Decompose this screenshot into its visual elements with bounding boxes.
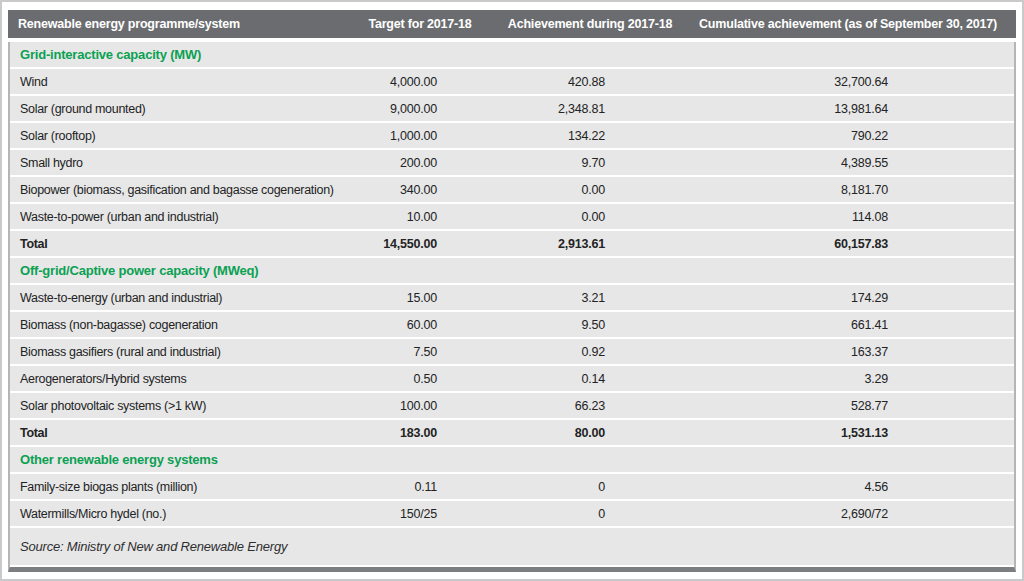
cumulative-value: 163.37 (680, 345, 1014, 359)
row-label: Wind (10, 75, 340, 89)
column-header-target: Target for 2017-18 (340, 17, 500, 31)
table-row: Watermills/Micro hydel (no.)150/2502,690… (10, 501, 1014, 528)
row-label: Solar (ground mounted) (10, 102, 340, 116)
report-page: Renewable energy programme/system Target… (0, 0, 1024, 581)
cumulative-value: 4,389.55 (680, 156, 1014, 170)
column-header-programme: Renewable energy programme/system (8, 17, 340, 31)
row-label: Biomass gasifiers (rural and industrial) (10, 345, 340, 359)
target-value: 200.00 (340, 156, 500, 170)
target-value: 0.50 (340, 372, 500, 386)
section-title: Off-grid/Captive power capacity (MWeq) (10, 263, 340, 278)
table-row: Aerogenerators/Hybrid systems0.500.143.2… (10, 366, 1014, 393)
target-value: 150/25 (340, 507, 500, 521)
target-value: 0.11 (340, 480, 500, 494)
cumulative-value: 1,531.13 (680, 426, 1014, 440)
table-row: Solar photovoltaic systems (>1 kW)100.00… (10, 393, 1014, 420)
table-row: Biopower (biomass, gasification and baga… (10, 177, 1014, 204)
target-value: 183.00 (340, 426, 500, 440)
target-value: 4,000.00 (340, 75, 500, 89)
achievement-value: 0.00 (500, 210, 680, 224)
target-value: 9,000.00 (340, 102, 500, 116)
achievement-value: 134.22 (500, 129, 680, 143)
cumulative-value: 8,181.70 (680, 183, 1014, 197)
cumulative-value: 174.29 (680, 291, 1014, 305)
achievement-value: 3.21 (500, 291, 680, 305)
cumulative-value: 790.22 (680, 129, 1014, 143)
achievement-value: 9.70 (500, 156, 680, 170)
achievement-value: 9.50 (500, 318, 680, 332)
table-row: Biomass (non-bagasse) cogeneration60.009… (10, 312, 1014, 339)
achievement-value: 0.14 (500, 372, 680, 386)
total-row: Total14,550.002,913.6160,157.83 (10, 231, 1014, 258)
section-header-row: Other renewable energy systems (10, 447, 1014, 474)
column-header-cumulative: Cumulative achievement (as of September … (680, 17, 1016, 31)
table-row: Family-size biogas plants (million)0.110… (10, 474, 1014, 501)
table-header-row: Renewable energy programme/system Target… (8, 10, 1016, 38)
target-value: 100.00 (340, 399, 500, 413)
table-body: Grid-interactive capacity (MW) Wind4,000.… (8, 42, 1016, 572)
row-label: Small hydro (10, 156, 340, 170)
row-label: Aerogenerators/Hybrid systems (10, 372, 340, 386)
table-row: Solar (rooftop)1,000.00134.22790.22 (10, 123, 1014, 150)
section-header-row: Off-grid/Captive power capacity (MWeq) (10, 258, 1014, 285)
cumulative-value: 3.29 (680, 372, 1014, 386)
achievement-value: 0.92 (500, 345, 680, 359)
table-row: Wind4,000.00420.8832,700.64 (10, 69, 1014, 96)
achievement-value: 2,348.81 (500, 102, 680, 116)
table-row: Waste-to-energy (urban and industrial)15… (10, 285, 1014, 312)
section-title: Other renewable energy systems (10, 452, 340, 467)
target-value: 7.50 (340, 345, 500, 359)
target-value: 10.00 (340, 210, 500, 224)
section-title: Grid-interactive capacity (MW) (10, 47, 340, 62)
cumulative-value: 13,981.64 (680, 102, 1014, 116)
table-row: Small hydro200.009.704,389.55 (10, 150, 1014, 177)
target-value: 1,000.00 (340, 129, 500, 143)
row-label: Waste-to-energy (urban and industrial) (10, 291, 340, 305)
achievement-value: 0 (500, 480, 680, 494)
source-note: Source: Ministry of New and Renewable En… (20, 539, 287, 554)
cumulative-value: 528.77 (680, 399, 1014, 413)
achievement-value: 0.00 (500, 183, 680, 197)
row-label: Family-size biogas plants (million) (10, 480, 340, 494)
achievement-value: 420.88 (500, 75, 680, 89)
cumulative-value: 32,700.64 (680, 75, 1014, 89)
total-row: Total183.0080.001,531.13 (10, 420, 1014, 447)
row-label: Waste-to-power (urban and industrial) (10, 210, 340, 224)
row-label: Total (10, 237, 340, 251)
target-value: 60.00 (340, 318, 500, 332)
achievement-value: 0 (500, 507, 680, 521)
target-value: 14,550.00 (340, 237, 500, 251)
achievement-value: 66.23 (500, 399, 680, 413)
source-row: Source: Ministry of New and Renewable En… (10, 528, 1014, 567)
achievement-value: 2,913.61 (500, 237, 680, 251)
renewable-energy-table: Renewable energy programme/system Target… (8, 10, 1016, 572)
achievement-value: 80.00 (500, 426, 680, 440)
row-label: Total (10, 426, 340, 440)
table-row: Waste-to-power (urban and industrial)10.… (10, 204, 1014, 231)
cumulative-value: 4.56 (680, 480, 1014, 494)
section-header-row: Grid-interactive capacity (MW) (10, 42, 1014, 69)
target-value: 15.00 (340, 291, 500, 305)
cumulative-value: 60,157.83 (680, 237, 1014, 251)
target-value: 340.00 (340, 183, 500, 197)
row-label: Biopower (biomass, gasification and baga… (10, 183, 340, 197)
row-label: Biomass (non-bagasse) cogeneration (10, 318, 340, 332)
table-row: Biomass gasifiers (rural and industrial)… (10, 339, 1014, 366)
table-row: Solar (ground mounted)9,000.002,348.8113… (10, 96, 1014, 123)
row-label: Watermills/Micro hydel (no.) (10, 507, 340, 521)
cumulative-value: 114.08 (680, 210, 1014, 224)
cumulative-value: 2,690/72 (680, 507, 1014, 521)
row-label: Solar (rooftop) (10, 129, 340, 143)
row-label: Solar photovoltaic systems (>1 kW) (10, 399, 340, 413)
cumulative-value: 661.41 (680, 318, 1014, 332)
column-header-achievement: Achievement during 2017-18 (500, 17, 680, 31)
